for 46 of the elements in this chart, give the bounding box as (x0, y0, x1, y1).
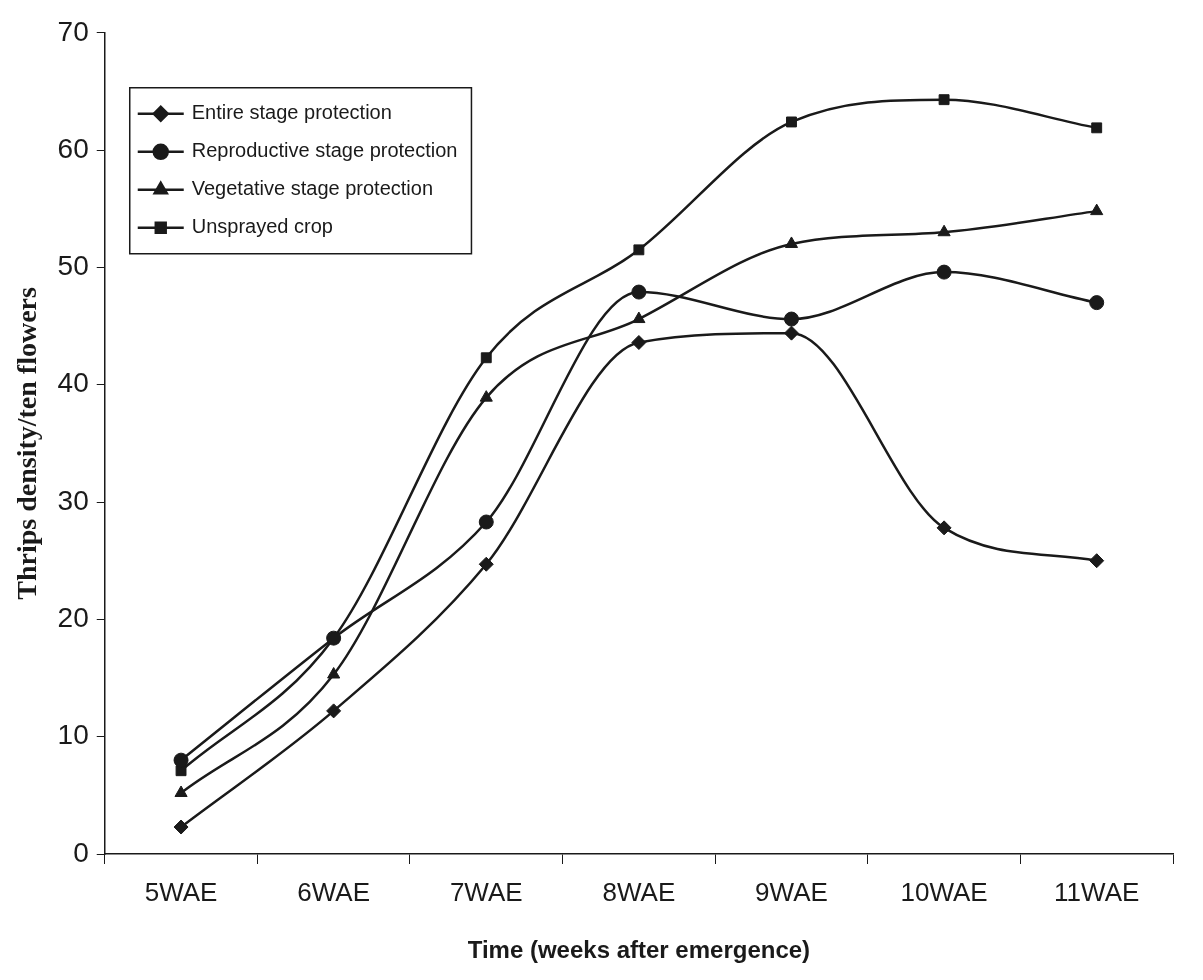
point (480, 352, 492, 364)
point (783, 325, 799, 341)
point (631, 284, 647, 300)
x-tick-label: 7WAE (449, 876, 523, 907)
point (326, 703, 342, 719)
point (632, 311, 646, 324)
x-axis-title: Time (weeks after emergence) (467, 936, 811, 964)
point (327, 667, 341, 679)
legend-label: Reproductive stage protection (191, 139, 458, 162)
point (938, 94, 950, 106)
legend-label: Entire stage protection (191, 101, 392, 124)
point (937, 224, 951, 237)
y-tick-label: 50 (57, 250, 89, 282)
y-tick-label: 70 (57, 15, 89, 47)
x-tick-label: 9WAE (755, 876, 828, 907)
x-tick-label: 10WAE (900, 876, 988, 907)
point (631, 335, 647, 351)
y-tick-label: 40 (57, 367, 89, 399)
x-tick-label: 6WAE (297, 876, 371, 907)
point (478, 556, 494, 572)
point (936, 264, 952, 280)
y-axis-title: Thrips density/ten flowers (11, 286, 43, 600)
y-tick-label: 30 (57, 484, 89, 516)
point (1089, 295, 1105, 311)
y-tick-label: 60 (57, 132, 89, 164)
legend-label: Vegetative stage protection (191, 177, 434, 200)
point (633, 244, 645, 256)
point (786, 116, 797, 128)
point (173, 819, 189, 835)
point (173, 752, 189, 768)
point (478, 514, 494, 530)
x-tick-label: 8WAE (602, 876, 676, 907)
y-tick-label: 10 (57, 719, 89, 751)
x-tick-label: 11WAE (1054, 876, 1140, 907)
point (174, 785, 188, 797)
point (936, 520, 952, 536)
y-tick-label: 0 (73, 836, 89, 868)
x-tick-label: 5WAE (144, 876, 218, 907)
point (784, 236, 799, 248)
point (783, 311, 799, 327)
point (1090, 203, 1104, 216)
point (1091, 122, 1103, 134)
point (479, 390, 493, 402)
point (1089, 553, 1105, 569)
legend-label: Unsprayed crop (191, 215, 333, 238)
y-tick-label: 20 (57, 602, 89, 634)
